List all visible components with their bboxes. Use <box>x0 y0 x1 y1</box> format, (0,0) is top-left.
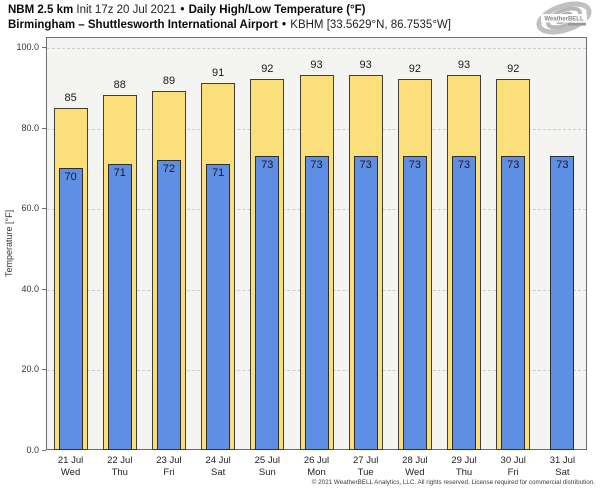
x-tick-label: 22 Jul Thu <box>95 455 145 479</box>
x-tick-date: 22 Jul <box>107 455 133 466</box>
x-tick-date: 30 Jul <box>500 455 526 466</box>
chart-header: NBM 2.5 km Init 17z 20 Jul 2021 • Daily … <box>8 3 451 32</box>
x-tick-label: 29 Jul Thu <box>439 455 489 479</box>
x-tick-date: 21 Jul <box>57 455 84 466</box>
low-bar <box>156 159 181 450</box>
y-tick-mark <box>42 450 46 451</box>
x-tick-label: 27 Jul Tue <box>341 455 391 479</box>
low-bar <box>402 155 427 450</box>
x-tick-day: Fri <box>507 467 519 478</box>
high-value-label: 89 <box>162 75 176 88</box>
x-tick-date: 27 Jul <box>352 455 379 466</box>
x-tick-date: 28 Jul <box>402 455 428 466</box>
high-value-label: 93 <box>457 59 471 72</box>
weatherbell-logo: WeatherBELL <box>532 1 596 37</box>
init-time: Init 17z 20 Jul 2021 <box>76 4 177 16</box>
y-tick-label: 40.0 <box>21 283 39 294</box>
high-value-label: 92 <box>261 63 274 76</box>
low-value-label: 73 <box>310 158 323 171</box>
x-tick-date: 24 Jul <box>205 455 231 466</box>
x-tick-date: 25 Jul <box>254 455 280 466</box>
low-bar <box>58 167 83 450</box>
copyright-notice: © 2021 WeatherBELL Analytics, LLC. All r… <box>311 479 595 486</box>
y-tick-mark <box>42 288 46 290</box>
x-tick-day: Wed <box>60 467 81 478</box>
low-bar <box>107 163 132 450</box>
x-tick-day: Tue <box>357 467 374 478</box>
low-value-label: 73 <box>359 158 372 171</box>
x-tick-label: 28 Jul Wed <box>390 455 440 479</box>
low-bar <box>452 155 477 450</box>
x-tick-day: Thu <box>111 467 128 478</box>
gridline <box>47 48 586 50</box>
y-tick-label: 0.0 <box>26 445 39 455</box>
y-tick-label: 80.0 <box>21 122 39 133</box>
x-tick-day: Thu <box>455 467 473 478</box>
y-tick-label: 20.0 <box>21 364 39 375</box>
low-value-label: 73 <box>261 158 274 171</box>
y-tick-mark <box>42 208 46 210</box>
low-bar <box>206 163 231 450</box>
x-tick-day: Wed <box>405 467 425 478</box>
x-tick-day: Sat <box>210 467 226 478</box>
low-value-label: 70 <box>64 170 77 183</box>
low-bar <box>353 155 378 450</box>
station-id: KBHM [33.5629°N, 86.7535°W] <box>290 18 451 31</box>
product-name: Daily High/Low Temperature (°F) <box>188 4 366 16</box>
high-value-label: 92 <box>408 63 421 76</box>
low-bar <box>501 155 526 450</box>
high-value-label: 85 <box>64 91 77 104</box>
x-tick-label: 21 Jul Wed <box>46 455 96 479</box>
low-bar <box>550 155 575 450</box>
low-value-label: 73 <box>457 158 471 171</box>
low-value-label: 71 <box>113 166 126 179</box>
location-name: Birmingham – Shuttlesworth International… <box>8 18 278 31</box>
low-bar <box>255 155 280 450</box>
high-value-label: 93 <box>359 59 372 72</box>
high-value-label: 88 <box>113 79 126 92</box>
x-tick-label: 26 Jul Mon <box>292 455 342 479</box>
high-value-label: 92 <box>507 63 520 76</box>
low-value-label: 73 <box>507 158 520 171</box>
x-tick-label: 30 Jul Fri <box>488 455 538 479</box>
bullet-separator: • <box>282 18 287 31</box>
low-value-label: 73 <box>408 158 421 171</box>
x-tick-label: 31 Jul Sat <box>537 455 587 479</box>
x-tick-day: Fri <box>163 467 175 478</box>
x-tick-day: Sun <box>258 467 276 478</box>
x-tick-date: 31 Jul <box>549 455 576 466</box>
low-bar <box>304 155 329 450</box>
bullet-separator: • <box>180 4 185 16</box>
high-value-label: 91 <box>212 67 225 80</box>
chart-title-line2: Birmingham – Shuttlesworth International… <box>8 18 451 33</box>
x-tick-label: 24 Jul Sat <box>193 455 243 479</box>
low-value-label: 72 <box>162 162 176 175</box>
x-tick-date: 29 Jul <box>451 455 477 466</box>
x-tick-label: 25 Jul Sun <box>242 455 292 479</box>
y-axis-label: Temperature [°F] <box>4 209 14 278</box>
chart-title-line1: NBM 2.5 km Init 17z 20 Jul 2021 • Daily … <box>8 3 451 18</box>
low-value-label: 71 <box>212 166 225 179</box>
x-tick-date: 26 Jul <box>303 455 330 466</box>
x-tick-day: Sat <box>555 467 570 478</box>
weatherbell-swirl-icon: WeatherBELL <box>536 1 592 35</box>
logo-brand-text: WeatherBELL <box>544 17 584 23</box>
x-tick-date: 23 Jul <box>156 455 182 466</box>
model-name: NBM 2.5 km <box>8 4 74 16</box>
y-tick-mark <box>42 47 46 49</box>
low-value-label: 73 <box>556 158 569 171</box>
x-tick-label: 23 Jul Fri <box>144 455 194 479</box>
x-tick-day: Mon <box>307 467 326 478</box>
y-tick-label: 100.0 <box>16 42 39 53</box>
y-tick-mark <box>42 369 46 371</box>
y-tick-label: 60.0 <box>21 203 39 214</box>
high-value-label: 93 <box>310 59 323 72</box>
y-tick-mark <box>42 127 46 129</box>
